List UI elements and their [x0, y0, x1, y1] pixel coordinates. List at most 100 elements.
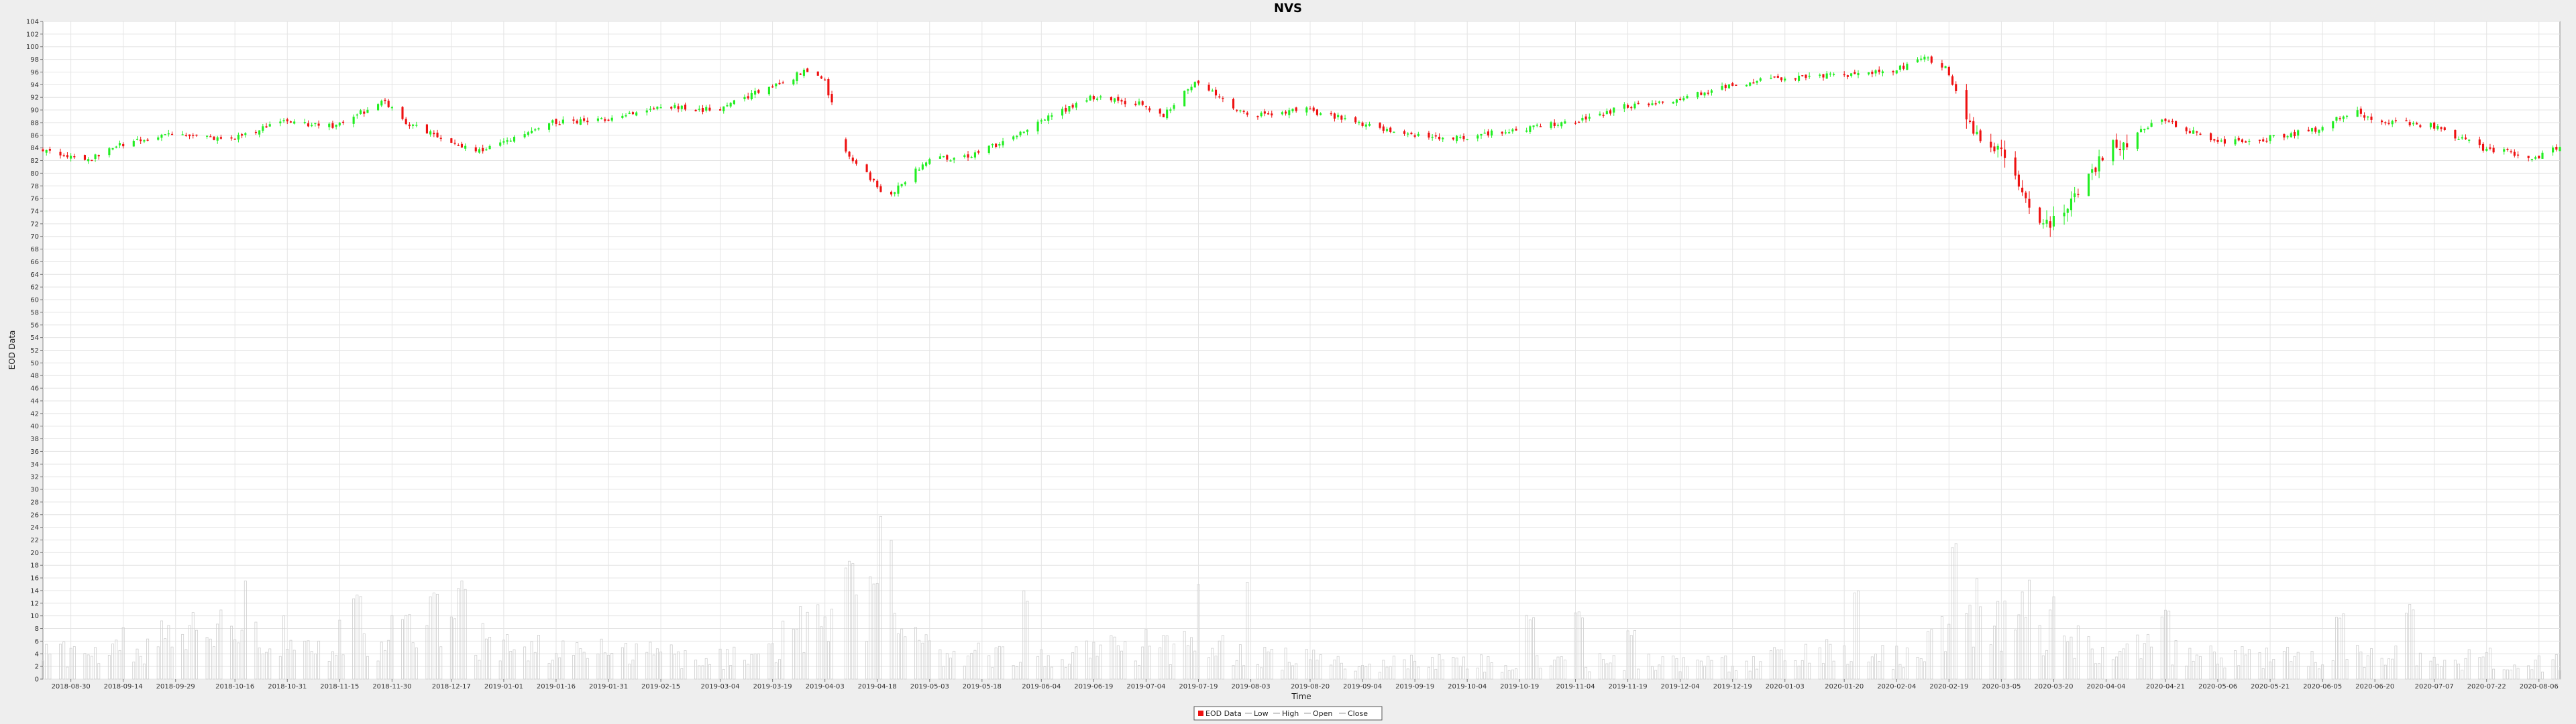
- volume-bar: [1832, 660, 1835, 680]
- candle-body: [209, 136, 212, 137]
- volume-bar: [509, 650, 513, 680]
- candle-body: [132, 141, 135, 147]
- candle-body: [1662, 101, 1664, 103]
- candle-body: [1993, 146, 1996, 152]
- candle-body: [1040, 120, 1042, 122]
- candle-body: [2039, 207, 2041, 223]
- y-tick-label: 104: [26, 19, 39, 26]
- candle-body: [258, 130, 261, 135]
- candle-body: [1944, 66, 1947, 68]
- volume-bar: [1654, 670, 1658, 680]
- volume-bar: [900, 628, 904, 680]
- volume-bar: [1651, 666, 1654, 680]
- volume-bar: [1232, 665, 1235, 680]
- volume-bar: [1221, 635, 1224, 680]
- volume-bar: [558, 657, 561, 680]
- candle-body: [2265, 140, 2268, 142]
- volume-bar: [2408, 604, 2412, 680]
- volume-bar: [652, 654, 655, 680]
- volume-bar: [1748, 670, 1752, 680]
- candle-body: [2314, 127, 2317, 132]
- volume-bar: [1968, 605, 1972, 680]
- candle-body: [1242, 111, 1245, 112]
- volume-bar: [2041, 655, 2045, 680]
- volume-bar: [610, 653, 614, 680]
- volume-bar: [457, 588, 460, 680]
- volume-bar: [359, 596, 362, 680]
- volume-bar: [2199, 656, 2202, 680]
- candle-body: [2045, 219, 2048, 224]
- volume-bar: [655, 648, 659, 680]
- volume-bar: [694, 660, 698, 680]
- candle-body: [991, 143, 994, 145]
- volume-bar: [1870, 656, 1874, 680]
- candle-body: [2070, 198, 2073, 210]
- volume-bar: [1501, 672, 1504, 680]
- candle-body: [1697, 92, 1699, 98]
- volume-bar: [1340, 662, 1343, 680]
- x-tick-label: 2019-01-16: [537, 683, 576, 690]
- candle-body: [1218, 96, 1221, 98]
- candle-body: [572, 119, 575, 121]
- y-tick-label: 60: [30, 297, 39, 304]
- volume-bar: [1825, 639, 1829, 680]
- volume-bar: [1892, 669, 1895, 680]
- volume-bar: [1808, 662, 1811, 680]
- candle-body: [45, 149, 48, 153]
- candle-body: [1947, 66, 1950, 76]
- candle-body: [1456, 135, 1458, 141]
- candle-body: [2017, 174, 2020, 187]
- volume-bar: [1417, 666, 1420, 680]
- candle-body: [2049, 221, 2051, 228]
- volume-bar: [561, 640, 565, 680]
- candle-body: [2150, 123, 2153, 127]
- candle-body: [2530, 159, 2533, 160]
- volume-bar: [1214, 656, 1218, 680]
- volume-bar: [2296, 652, 2300, 680]
- volume-bar: [2122, 648, 2125, 680]
- candle-body: [167, 133, 170, 135]
- candle-body: [1550, 122, 1552, 128]
- candle-body: [1822, 74, 1825, 78]
- candle-body: [1874, 70, 1877, 74]
- candle-body: [1857, 73, 1860, 76]
- candle-body: [1407, 133, 1409, 135]
- candle-body: [2384, 122, 2387, 123]
- volume-bar: [415, 647, 418, 680]
- candle-body: [897, 185, 900, 194]
- volume-bar: [1867, 662, 1870, 680]
- x-tick-label: 2019-11-04: [1556, 683, 1595, 690]
- volume-bar: [429, 596, 432, 680]
- volume-bar: [1993, 625, 1996, 680]
- volume-bar: [2492, 668, 2496, 680]
- candle-body: [1256, 115, 1259, 117]
- y-tick-label: 82: [30, 158, 39, 165]
- candle-body: [1271, 113, 1273, 116]
- volume-bar: [184, 649, 188, 680]
- candle-body: [1285, 111, 1287, 114]
- volume-bar: [778, 659, 781, 680]
- candle-body: [2391, 121, 2394, 125]
- volume-bar: [1159, 647, 1162, 680]
- volume-bar: [1696, 660, 1699, 680]
- volume-bar: [698, 665, 701, 680]
- candle-body: [366, 109, 369, 113]
- volume-bar: [2513, 664, 2516, 680]
- y-tick-label: 50: [30, 360, 39, 367]
- candle-body: [233, 139, 236, 140]
- volume-bar: [1773, 647, 1776, 680]
- y-tick-label: 64: [30, 272, 39, 279]
- x-tick-label: 2020-05-06: [2198, 683, 2237, 690]
- volume-bar: [156, 646, 160, 680]
- volume-bar: [924, 634, 928, 680]
- candle-body: [341, 121, 345, 123]
- candle-body: [2394, 120, 2397, 121]
- candle-body: [143, 140, 146, 142]
- candle-body: [457, 145, 460, 146]
- volume-bar: [774, 662, 777, 680]
- candle-body: [1686, 96, 1688, 99]
- volume-bar: [1756, 668, 1759, 680]
- volume-bar: [181, 634, 184, 680]
- volume-bar: [747, 664, 750, 680]
- volume-bar: [2174, 640, 2178, 680]
